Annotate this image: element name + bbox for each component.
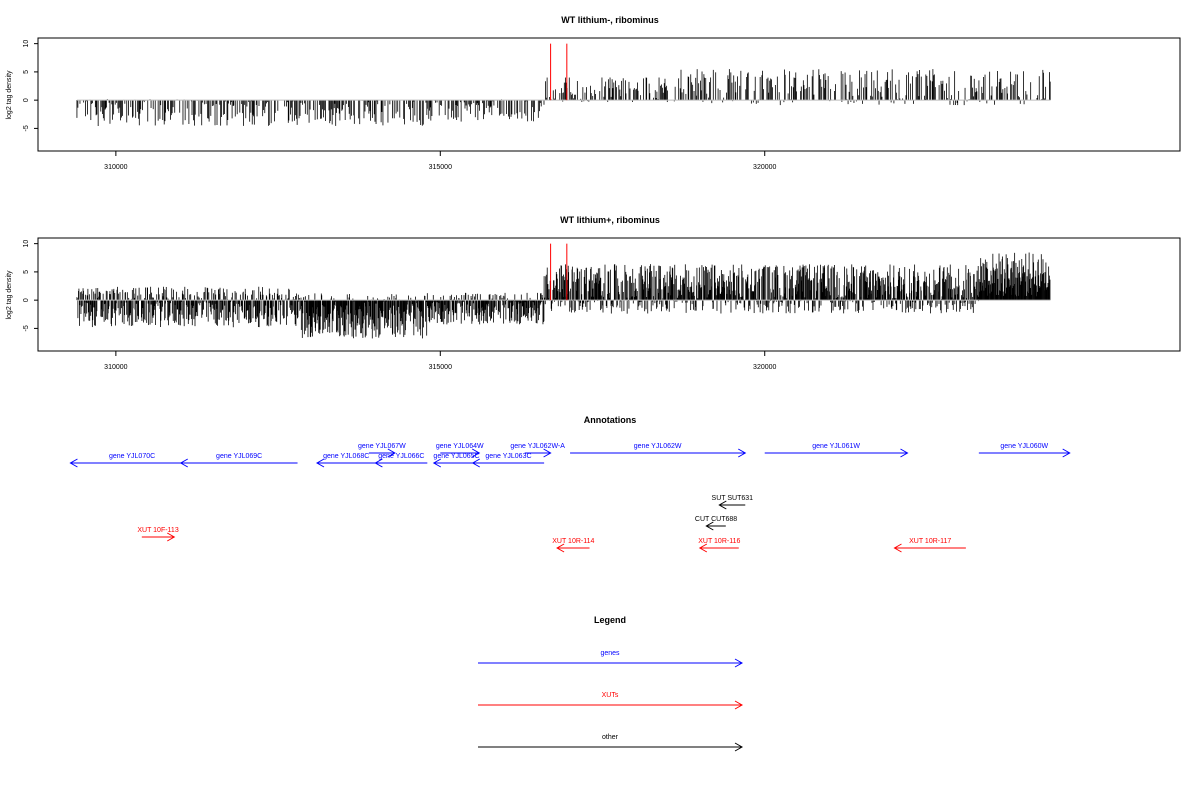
feature-label: gene YJL068C <box>323 453 369 460</box>
annotation-feature: gene YJL063C <box>471 453 545 468</box>
feature-arrowhead <box>179 458 188 468</box>
density-bars <box>76 69 1051 126</box>
feature-arrowhead <box>471 458 480 468</box>
legend-title: Legend <box>594 615 626 625</box>
legend-item: other <box>478 734 744 752</box>
annotation-feature: XUT 10F-113 <box>137 527 179 542</box>
feature-arrowhead <box>556 543 565 553</box>
feature-label: gene YJL063C <box>485 453 531 460</box>
feature-label: gene YJL061W <box>812 443 860 450</box>
annotation-feature: gene YJL062W <box>570 443 747 458</box>
annotation-feature: XUT 10R-117 <box>893 538 966 553</box>
feature-arrowhead <box>718 500 727 510</box>
feature-arrowhead <box>698 543 708 553</box>
feature-label: gene YJL069C <box>216 453 262 460</box>
feature-label: gene YJL064W <box>436 443 484 450</box>
feature-label: gene YJL070C <box>109 453 155 460</box>
feature-arrowhead <box>167 532 176 542</box>
annotation-feature: gene YJL066C <box>374 453 428 468</box>
legend-arrowhead <box>734 700 744 710</box>
y-tick-label: 10 <box>23 40 30 48</box>
x-tick-label: 310000 <box>104 164 127 171</box>
feature-label: XUT 10R-114 <box>552 538 594 545</box>
x-tick-label: 310000 <box>104 364 127 371</box>
feature-arrowhead <box>432 458 442 468</box>
feature-arrowhead <box>1062 448 1071 458</box>
density-panel-lithium-minus: WT lithium-, ribominus log2 tag density … <box>6 15 1181 171</box>
y-tick-label: 5 <box>23 270 30 274</box>
x-axis: 310000 315000 320000 <box>104 350 777 371</box>
annotation-feature: gene YJL061W <box>764 443 909 458</box>
y-axis-label: log2 tag density <box>6 70 13 120</box>
annotations-title: Annotations <box>584 415 637 425</box>
feature-arrowhead <box>471 448 481 458</box>
feature-arrowhead <box>69 458 78 468</box>
feature-label: XUT 10F-113 <box>137 527 178 534</box>
legend-arrowhead <box>734 742 744 752</box>
feature-label: gene YJL062W <box>634 443 682 450</box>
legend-arrowhead <box>734 658 744 668</box>
y-tick-label: 0 <box>23 98 30 102</box>
legend: Legend genes XUTs other <box>478 615 744 752</box>
feature-label: gene YJL060W <box>1000 443 1048 450</box>
feature-label: gene YJL067W <box>358 443 406 450</box>
y-tick-label: 10 <box>23 240 30 248</box>
red-markers <box>550 243 568 301</box>
feature-label: gene YJL065C <box>433 453 479 460</box>
annotation-feature: gene YJL064W <box>436 443 484 458</box>
legend-label: genes <box>600 650 620 657</box>
y-tick-label: -5 <box>23 325 30 331</box>
feature-arrowhead <box>543 448 552 458</box>
y-tick-label: 0 <box>23 298 30 302</box>
feature-label: SUT SUT631 <box>712 495 754 502</box>
density-panel-lithium-plus: WT lithium+, ribominus log2 tag density … <box>6 215 1181 371</box>
x-tick-label: 320000 <box>753 164 776 171</box>
x-tick-label: 315000 <box>429 164 452 171</box>
x-tick-label: 315000 <box>429 364 452 371</box>
annotation-feature: gene YJL070C <box>69 453 194 468</box>
annotation-feature: gene YJL068C <box>316 453 376 468</box>
feature-arrowhead <box>316 458 325 468</box>
feature-label: gene YJL066C <box>378 453 424 460</box>
y-axis-label: log2 tag density <box>6 270 13 320</box>
annotation-feature: gene YJL062W-A <box>510 443 565 458</box>
red-markers <box>550 43 568 101</box>
annotation-feature: gene YJL065C <box>432 453 480 468</box>
annotations-track: Annotations gene YJL070C gene YJL069C gene… <box>69 415 1071 553</box>
legend-label: other <box>602 734 619 741</box>
annotation-feature: gene YJL069C <box>179 453 298 468</box>
density-bars <box>76 252 1051 339</box>
feature-label: gene YJL062W-A <box>510 443 565 450</box>
feature-arrowhead <box>705 521 714 531</box>
legend-item: XUTs <box>478 692 744 710</box>
annotation-feature: SUT SUT631 <box>712 495 754 510</box>
feature-arrowhead <box>374 458 383 468</box>
feature-arrowhead <box>900 448 909 458</box>
feature-arrowhead <box>387 448 396 458</box>
annotation-feature: CUT CUT688 <box>695 516 737 531</box>
x-axis: 310000 315000 320000 <box>104 150 777 171</box>
feature-label: XUT 10R-117 <box>909 538 951 545</box>
feature-label: CUT CUT688 <box>695 516 737 523</box>
annotation-feature: gene YJL067W <box>358 443 406 458</box>
feature-arrowhead <box>893 543 902 553</box>
legend-item: genes <box>478 650 744 668</box>
x-tick-label: 320000 <box>753 364 776 371</box>
feature-arrowhead <box>738 448 747 458</box>
y-tick-label: 5 <box>23 70 30 74</box>
annotation-feature: XUT 10R-116 <box>698 538 740 553</box>
y-axis: -5 0 5 10 <box>23 240 39 332</box>
y-axis: -5 0 5 10 <box>23 40 39 132</box>
annotation-feature: gene YJL060W <box>978 443 1071 458</box>
y-tick-label: -5 <box>23 125 30 131</box>
panel-title: WT lithium-, ribominus <box>561 15 659 25</box>
annotation-feature: XUT 10R-114 <box>552 538 594 553</box>
panel-title: WT lithium+, ribominus <box>560 215 660 225</box>
legend-label: XUTs <box>602 692 619 699</box>
feature-label: XUT 10R-116 <box>698 538 740 545</box>
